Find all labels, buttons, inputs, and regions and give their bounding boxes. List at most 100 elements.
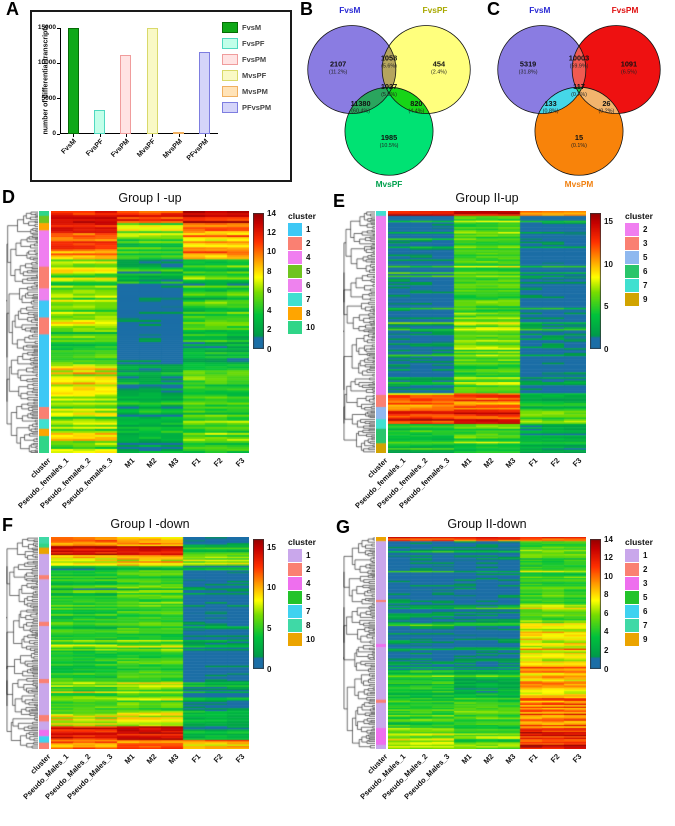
bar-mvspf [146,28,158,134]
heatmap-title-d: Group I -up [118,191,182,205]
venn-region-pct: (59.9%) [570,64,589,70]
x-tick-mark [73,134,75,137]
cluster-label: 2 [306,565,311,574]
y-tick-label: 15000 [37,24,56,31]
heatmap-panel-e: Group II-up 15 10 5 0 cluster 2 3 5 6 7 9 cluster Ps… [337,185,675,515]
cluster-legend-item: 5 [288,265,316,278]
cluster-swatch [625,619,639,632]
cluster-legend-item: 6 [288,279,316,292]
cluster-swatch [625,279,639,292]
cluster-legend-item: 3 [625,577,653,590]
cluster-legend-item: 10 [288,633,316,646]
cluster-label: 7 [643,621,648,630]
colorbar-tick-label: 10 [604,259,613,269]
venn-diagram-c: FvsM FvsPM MvsPM 5319(31.8%) 1091(6.5%) 10003… [497,5,661,189]
cluster-legend: cluster 1 2 4 5 6 7 8 10 [288,211,316,335]
colorbar-tick-label: 8 [267,266,272,276]
legend-label: FvsM [242,23,262,32]
cluster-swatch [288,251,302,264]
cluster-label: 10 [306,323,315,332]
panel-letter-g: G [336,517,351,537]
venn-region-count: 133 [544,99,556,108]
colorbar-tick-label: 15 [604,217,613,226]
cluster-swatch [625,237,639,250]
venn-region-pct: (0.2%) [598,109,614,115]
venn-region-pct: (0.7%) [571,92,587,98]
venn-region-pct: (60.4%) [351,109,370,115]
cluster-label: 7 [643,281,648,290]
cluster-swatch [625,605,639,618]
cluster-label: 8 [306,621,311,630]
cluster-label: 7 [306,295,311,304]
cluster-label: 2 [643,225,648,234]
venn-region-count: 15 [575,133,583,142]
heatmap-panel-g: Group II-down 14 12 10 8 6 4 2 0 cluster 1 2 3 5 6 7 9 c… [337,515,675,826]
colorbar-tick-label: 6 [267,286,272,296]
cluster-legend-item: 6 [625,605,653,618]
cluster-legend-item: 5 [288,591,316,604]
heatmap-canvas [388,537,586,749]
venn-region-count: 1091 [621,60,637,69]
cluster-legend: cluster 2 3 5 6 7 9 [625,211,653,307]
venn-region-pct: (5.5%) [381,92,397,98]
venn-diagram-b: FvsM FvsPFMvsPF2107(11.2%)454(2.4%)1058(5… [307,5,471,189]
colorbar-canvas [253,539,264,669]
cluster-swatch [288,563,302,576]
venn-region-count: 1027 [381,82,397,91]
y-tick-label: 0 [52,130,56,137]
colorbar-tick-label: 2 [604,645,609,655]
cluster-swatch [288,321,302,334]
venn-region-count: 10003 [569,54,589,63]
colorbar-canvas [253,213,264,349]
heatmap-title-g: Group II-down [447,517,527,531]
venn-set-label: MvsPF [376,179,403,189]
cluster-legend-item: 7 [288,293,316,306]
bar-legend-item: PFvsPM [222,102,271,113]
cluster-legend: cluster 1 2 4 5 7 8 10 [288,537,316,647]
cluster-swatch [288,619,302,632]
cluster-swatch [625,577,639,590]
dendrogram-canvas [6,211,38,453]
venn-region-pct: (31.8%) [519,69,538,75]
cluster-legend-item: 7 [625,279,653,292]
cluster-label: 10 [306,635,315,644]
y-axis-title: number of differential transcripts [42,24,50,135]
y-tick-mark [57,62,60,64]
colorbar-tick-label: 6 [604,608,609,618]
bar-legend-item: MvsPM [222,86,271,97]
legend-label: PFvsPM [242,103,272,112]
cluster-label: 1 [306,551,311,560]
cluster-label: 4 [306,253,311,262]
venn-region-count: 117 [573,82,585,91]
venn-region-count: 11380 [351,99,371,108]
cluster-legend-item: 4 [288,577,316,590]
cluster-label: 2 [306,239,311,248]
venn-region-count: 26 [602,99,610,108]
bar-legend-item: FvsPM [222,54,271,65]
cluster-legend-item: 9 [625,633,653,646]
x-tick-mark [99,134,101,137]
cluster-swatch [625,633,639,646]
colorbar-tick-label: 4 [267,305,272,315]
cluster-swatch [625,563,639,576]
heatmap-canvas [388,211,586,453]
cluster-label: 5 [306,593,311,602]
cluster-label: 7 [306,607,311,616]
colorbar-tick-label: 0 [604,344,609,354]
y-tick-mark [57,27,60,29]
venn-set-label: FvsM [529,5,550,15]
cluster-swatch [625,591,639,604]
cluster-label: 5 [306,267,311,276]
cluster-swatch [288,549,302,562]
cluster-swatch [625,265,639,278]
x-tick-mark [125,134,127,137]
legend-swatch [222,102,238,113]
y-tick-label: 10000 [37,59,56,67]
venn-region-pct: (10.5%) [380,143,399,149]
heatmap-canvas [51,537,249,749]
cluster-legend-item: 1 [288,223,316,236]
cluster-legend-item: 2 [288,563,316,576]
heatmap-panel-d: Group I -up 14 12 10 8 6 4 2 0 cluster 1 2 4 5 6 7 8 10 c… [0,185,337,515]
venn-region-pct: (6.5%) [621,69,637,75]
cluster-label: 6 [643,267,648,276]
